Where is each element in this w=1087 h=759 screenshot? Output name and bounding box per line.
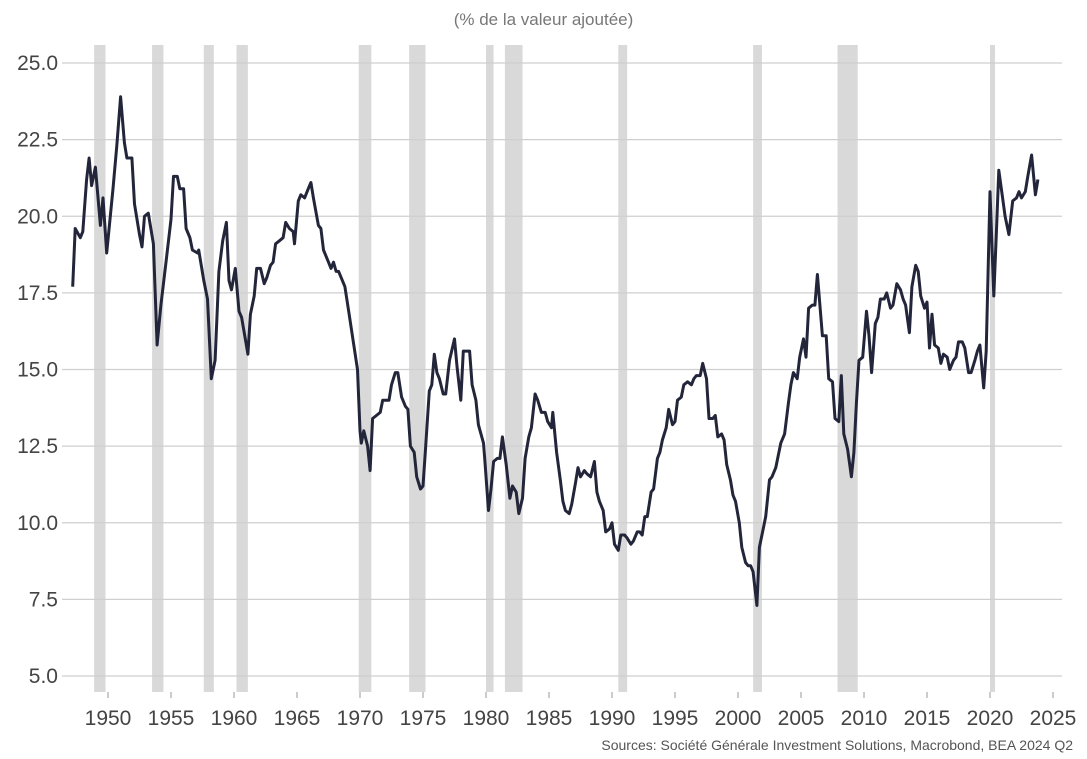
x-tick-label: 1975 bbox=[400, 707, 447, 730]
y-tick-label: 5.0 bbox=[29, 665, 58, 688]
x-tick-label: 2020 bbox=[967, 707, 1014, 730]
y-tick-label: 12.5 bbox=[17, 435, 58, 458]
recession-band bbox=[94, 45, 106, 692]
source-note: Sources: Société Générale Investment Sol… bbox=[601, 737, 1073, 753]
x-tick-label: 1970 bbox=[337, 707, 384, 730]
x-tick-label: 1960 bbox=[211, 707, 258, 730]
x-tick-label: 1990 bbox=[589, 707, 636, 730]
recession-band bbox=[618, 45, 628, 692]
x-tick-label: 1980 bbox=[463, 707, 510, 730]
recession-band bbox=[753, 45, 762, 692]
recession-band bbox=[990, 45, 996, 692]
y-tick-label: 7.5 bbox=[29, 588, 58, 611]
recession-band bbox=[358, 45, 372, 692]
chart-subtitle: (% de la valeur ajoutée) bbox=[453, 10, 634, 29]
x-tick-label: 1955 bbox=[148, 707, 195, 730]
x-tick-label: 1950 bbox=[85, 707, 132, 730]
recession-band bbox=[837, 45, 858, 692]
x-tick-label: 2005 bbox=[778, 707, 825, 730]
x-tick-label: 2000 bbox=[715, 707, 762, 730]
recession-band bbox=[504, 45, 523, 692]
x-tick-label: 1965 bbox=[274, 707, 321, 730]
y-tick-label: 15.0 bbox=[17, 359, 58, 382]
x-tick-label: 1985 bbox=[526, 707, 573, 730]
x-tick-label: 2015 bbox=[904, 707, 951, 730]
x-tick-label: 2010 bbox=[841, 707, 888, 730]
x-tick-label: 2025 bbox=[1030, 707, 1077, 730]
recession-band bbox=[486, 45, 494, 692]
y-tick-label: 22.5 bbox=[17, 129, 58, 152]
y-tick-label: 10.0 bbox=[17, 512, 58, 535]
y-tick-label: 25.0 bbox=[17, 52, 58, 75]
y-tick-label: 20.0 bbox=[17, 205, 58, 228]
recession-band bbox=[203, 45, 214, 692]
series-line bbox=[71, 95, 1040, 607]
recession-band bbox=[236, 45, 248, 692]
x-tick-label: 1995 bbox=[652, 707, 699, 730]
y-tick-label: 17.5 bbox=[17, 282, 58, 305]
recession-band bbox=[409, 45, 426, 692]
recession-band bbox=[152, 45, 164, 692]
